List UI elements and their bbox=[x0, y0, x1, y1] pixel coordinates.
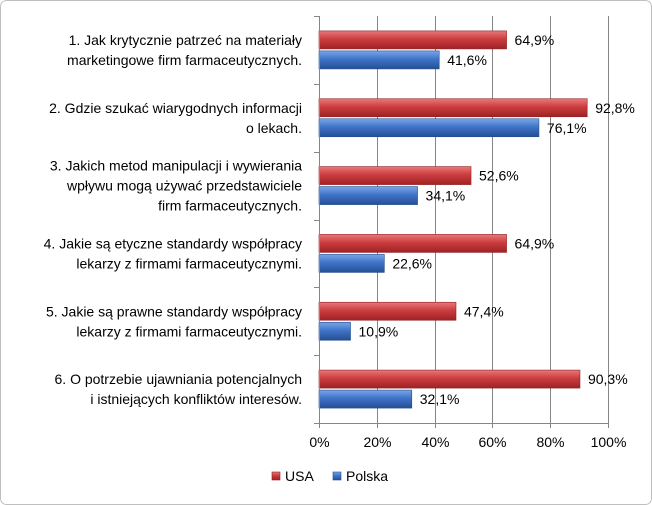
legend-swatch-usa bbox=[271, 471, 281, 481]
grid-lines bbox=[377, 16, 609, 423]
bar-usa-3 bbox=[318, 166, 472, 185]
bar-polska-2 bbox=[318, 118, 540, 138]
data-label: 32,1% bbox=[420, 391, 460, 407]
bar-polska-4 bbox=[318, 254, 385, 273]
data-label: 52,6% bbox=[479, 168, 519, 184]
category-label: firm farmaceutycznych. bbox=[158, 198, 302, 214]
legend-label-polska: Polska bbox=[346, 468, 388, 484]
category-label: 4. Jakie są etyczne standardy współpracy bbox=[44, 235, 302, 251]
category-label: 3. Jakich metod manipulacji i wywierania bbox=[50, 158, 302, 174]
x-tick-label: 20% bbox=[363, 434, 391, 450]
x-tick-label: 100% bbox=[591, 434, 627, 450]
bar-usa-5 bbox=[318, 301, 457, 321]
x-tick-label: 40% bbox=[421, 434, 449, 450]
bar-usa-6 bbox=[318, 369, 581, 389]
category-label: 5. Jakie są prawne standardy współpracy bbox=[46, 303, 302, 319]
bar-polska-1 bbox=[318, 50, 440, 70]
bar-polska-3 bbox=[318, 186, 418, 205]
bars bbox=[318, 30, 588, 409]
category-label: 6. O potrzebie ujawniania potencjalnych bbox=[55, 371, 303, 387]
axes bbox=[314, 16, 609, 428]
legend: USA Polska bbox=[271, 468, 388, 484]
category-label: marketingowe firm farmaceutycznych. bbox=[67, 52, 302, 68]
bar-usa-2 bbox=[318, 98, 588, 118]
x-tick-label: 0% bbox=[309, 434, 329, 450]
x-tick-label: 60% bbox=[478, 434, 506, 450]
data-label: 47,4% bbox=[464, 303, 504, 319]
bar-polska-5 bbox=[318, 321, 351, 341]
bar-usa-1 bbox=[318, 30, 507, 50]
data-label: 76,1% bbox=[547, 120, 587, 136]
data-label: 10,9% bbox=[359, 323, 399, 339]
data-label: 64,9% bbox=[515, 32, 555, 48]
category-label: o lekach. bbox=[246, 120, 302, 136]
category-label: lekarzy z firmami farmaceutycznymi. bbox=[76, 255, 302, 271]
labels: 64,9% 41,6% 1. Jak krytycznie patrzeć na m… bbox=[44, 32, 635, 450]
category-label: lekarzy z firmami farmaceutycznymi. bbox=[76, 323, 302, 339]
category-label: 1. Jak krytycznie patrzeć na materiały bbox=[69, 32, 302, 48]
legend-label-usa: USA bbox=[285, 468, 314, 484]
data-label: 64,9% bbox=[515, 235, 555, 251]
bar-polska-6 bbox=[318, 389, 413, 409]
x-tick-label: 80% bbox=[536, 434, 564, 450]
bar-usa-4 bbox=[318, 234, 507, 253]
legend-swatch-polska bbox=[332, 471, 342, 481]
category-label: wpływu mogą używać przedstawiciele bbox=[66, 178, 302, 194]
data-label: 41,6% bbox=[447, 52, 487, 68]
data-label: 92,8% bbox=[595, 100, 635, 116]
data-label: 22,6% bbox=[392, 255, 432, 271]
category-label: 2. Gdzie szukać wiarygodnych informacji bbox=[49, 100, 302, 116]
data-label: 90,3% bbox=[588, 371, 628, 387]
category-label: i istniejących konfliktów interesów. bbox=[90, 391, 302, 407]
data-label: 34,1% bbox=[426, 188, 466, 204]
